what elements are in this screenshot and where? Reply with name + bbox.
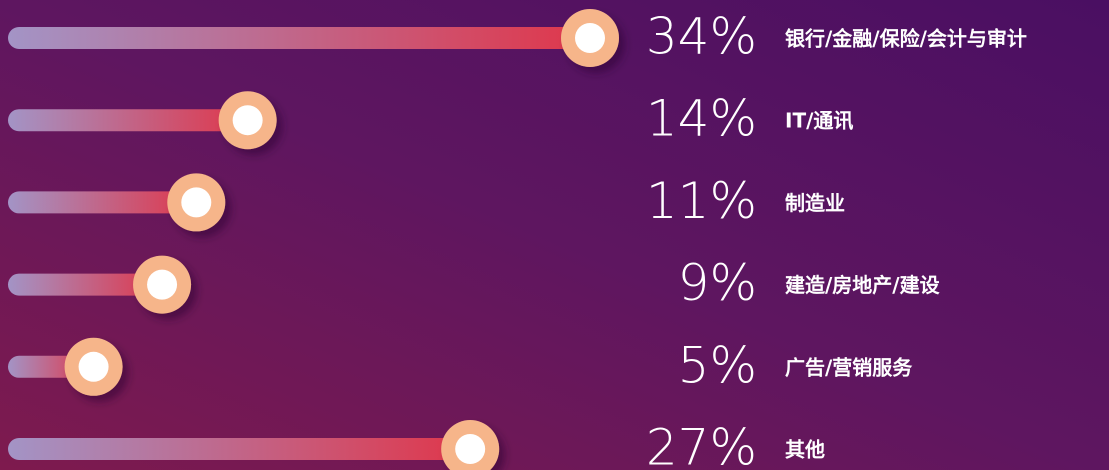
value-label: 34% <box>646 8 757 66</box>
category-label: IT/通讯 <box>785 109 853 133</box>
bar <box>8 109 248 132</box>
value-label: 5% <box>678 336 757 394</box>
bar <box>8 191 197 214</box>
knob-inner <box>575 23 605 53</box>
bar <box>8 438 471 460</box>
knob-inner <box>232 105 263 136</box>
bar <box>8 27 590 49</box>
knob-inner <box>78 351 109 382</box>
knob-inner <box>181 187 212 218</box>
value-label: 27% <box>646 419 757 470</box>
knob-inner <box>455 434 486 464</box>
knob-inner <box>147 269 178 300</box>
category-label: 银行/金融/保险/会计与审计 <box>785 27 1027 51</box>
value-label: 9% <box>678 254 757 312</box>
category-label: 其他 <box>785 438 825 462</box>
category-label: 建造/房地产/建设 <box>785 273 940 297</box>
value-label: 14% <box>646 90 757 148</box>
category-label: 制造业 <box>785 191 845 215</box>
category-label: 广告/营销服务 <box>785 355 913 379</box>
value-label: 11% <box>646 172 757 230</box>
bar <box>8 273 163 296</box>
